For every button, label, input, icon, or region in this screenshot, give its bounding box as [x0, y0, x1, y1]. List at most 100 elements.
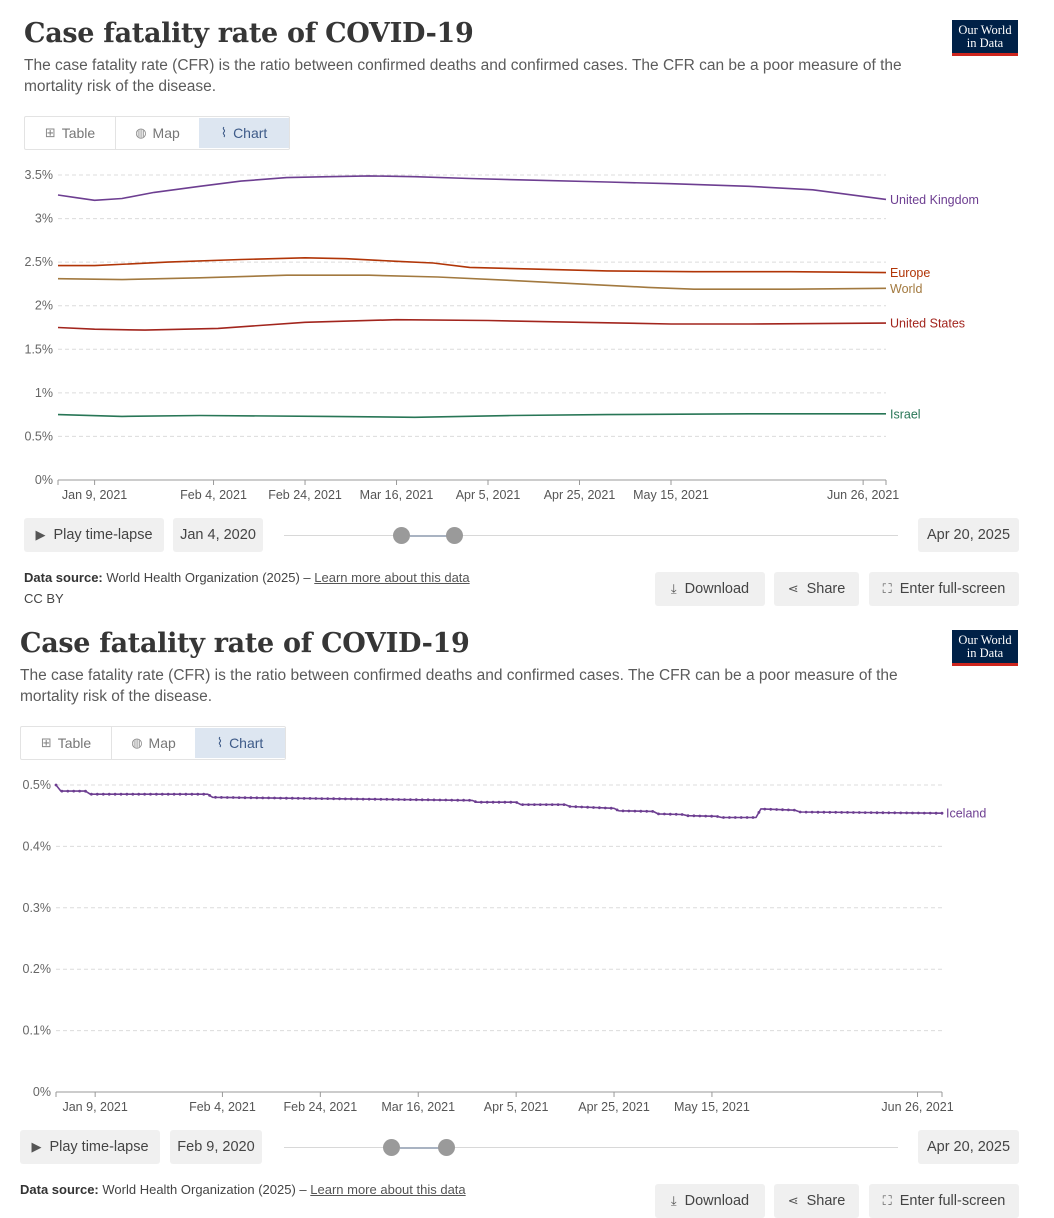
end-date-button[interactable]: Apr 20, 2025	[918, 518, 1019, 552]
series-point	[125, 792, 129, 796]
y-tick-label: 0.1%	[23, 1024, 52, 1038]
fullscreen-icon: ⛶	[882, 1193, 892, 1208]
timeline-end-handle[interactable]	[438, 1139, 455, 1156]
series-point	[420, 798, 424, 802]
series-line-united-kingdom[interactable]	[57, 175, 887, 202]
share-label: Share	[806, 1193, 846, 1209]
end-date-button[interactable]: Apr 20, 2025	[918, 1130, 1019, 1164]
series-label: Israel	[890, 407, 921, 421]
x-tick-label: Apr 25, 2021	[544, 488, 616, 502]
series-point	[763, 807, 767, 811]
series-point	[72, 789, 76, 793]
series-line-iceland[interactable]	[55, 784, 943, 819]
series-point	[361, 797, 365, 801]
series-point	[574, 805, 578, 809]
series-point	[450, 798, 454, 802]
start-date-button[interactable]: Jan 4, 2020	[173, 518, 263, 552]
series-line-world[interactable]	[57, 274, 887, 290]
line-chart[interactable]: 0% 0.1% 0.2% 0.3% 0.4% 0.5% Jan 9, 2021 Feb 4, …	[0, 772, 1054, 1122]
series-line-united-states[interactable]	[57, 318, 887, 331]
series-line-israel[interactable]	[57, 413, 886, 419]
timeline-track[interactable]	[284, 1147, 898, 1148]
tab-table[interactable]: ⊞ Table	[21, 727, 111, 759]
series-point	[267, 796, 270, 800]
x-tick-label: Jan 9, 2021	[62, 488, 127, 502]
series-point	[810, 810, 814, 814]
learn-more-link[interactable]: Learn more about this data	[314, 570, 470, 585]
series-point	[663, 812, 666, 816]
series-point	[462, 798, 465, 802]
series-line-europe[interactable]	[58, 257, 887, 274]
share-label: Share	[806, 581, 846, 597]
license-text: CC BY	[24, 591, 64, 606]
share-icon: ⋖	[787, 581, 799, 596]
download-button[interactable]: ⤓ Download	[655, 572, 765, 606]
series-point	[326, 797, 330, 800]
y-tick-label: 0.5%	[25, 429, 54, 443]
download-icon: ⤓	[670, 1193, 677, 1208]
series-label: World	[890, 282, 922, 296]
series-point	[798, 810, 802, 814]
share-button[interactable]: ⋖ Share	[774, 572, 859, 606]
play-timelapse-button[interactable]: ▶ Play time-lapse	[24, 518, 164, 552]
x-tick-label: Mar 16, 2021	[381, 1100, 455, 1114]
tab-map[interactable]: ◍ Map	[111, 727, 195, 759]
series-point	[603, 806, 607, 810]
series-point	[922, 811, 926, 815]
learn-more-link[interactable]: Learn more about this data	[310, 1182, 466, 1197]
series-point	[95, 792, 99, 796]
series-point	[261, 796, 265, 800]
owid-logo[interactable]: Our World in Data	[952, 630, 1018, 666]
tab-table-label: Table	[57, 735, 92, 751]
share-button[interactable]: ⋖ Share	[774, 1184, 859, 1218]
download-label: Download	[684, 581, 750, 597]
series-point	[149, 792, 152, 796]
series-point	[716, 815, 719, 818]
data-source: Data source: World Health Organization (…	[24, 570, 470, 585]
line-chart[interactable]: 0% 0.5% 1% 1.5% 2% 2.5% 3% 3.5% Jan 9, 2021 Feb 4…	[0, 160, 1054, 510]
tab-chart[interactable]: ⌇ Chart	[195, 728, 285, 758]
series-point	[255, 796, 259, 800]
tab-table[interactable]: ⊞ Table	[25, 117, 115, 149]
series-point	[710, 814, 713, 818]
tab-chart[interactable]: ⌇ Chart	[199, 118, 289, 148]
download-button[interactable]: ⤓ Download	[655, 1184, 765, 1218]
play-timelapse-label: Play time-lapse	[53, 527, 153, 543]
series-point	[414, 798, 418, 802]
series-point	[568, 805, 572, 808]
series-point	[609, 806, 613, 810]
series-point	[686, 814, 690, 818]
series-point	[857, 811, 861, 814]
x-tick-label: May 15, 2021	[674, 1100, 750, 1114]
logo-line-2: in Data	[966, 646, 1004, 660]
start-date-button[interactable]: Feb 9, 2020	[170, 1130, 262, 1164]
play-timelapse-button[interactable]: ▶ Play time-lapse	[20, 1130, 160, 1164]
series-point	[834, 810, 838, 814]
series-point	[231, 796, 235, 799]
series-point	[869, 811, 873, 814]
series-point	[355, 797, 359, 801]
tab-map[interactable]: ◍ Map	[115, 117, 199, 149]
series-point	[367, 797, 371, 801]
timeline-track[interactable]	[284, 535, 898, 536]
series-point	[468, 798, 471, 802]
fullscreen-button[interactable]: ⛶ Enter full-screen	[869, 572, 1019, 606]
timeline-end-handle[interactable]	[446, 527, 463, 544]
series-point	[680, 813, 684, 816]
series-point	[527, 803, 530, 806]
play-timelapse-label: Play time-lapse	[49, 1139, 149, 1155]
x-tick-label: Apr 5, 2021	[456, 488, 521, 502]
timeline-start-handle[interactable]	[383, 1139, 400, 1156]
data-source-text: World Health Organization (2025) –	[102, 1182, 307, 1197]
fullscreen-button[interactable]: ⛶ Enter full-screen	[869, 1184, 1019, 1218]
series-point	[893, 811, 897, 815]
series-point	[101, 792, 105, 796]
series-point	[668, 812, 672, 816]
timeline-start-handle[interactable]	[393, 527, 410, 544]
series-point	[769, 807, 773, 811]
owid-logo[interactable]: Our World in Data	[952, 20, 1018, 56]
download-label: Download	[684, 1193, 750, 1209]
series-point	[911, 811, 914, 815]
data-source-label: Data source:	[20, 1182, 99, 1197]
series-point	[320, 797, 324, 800]
